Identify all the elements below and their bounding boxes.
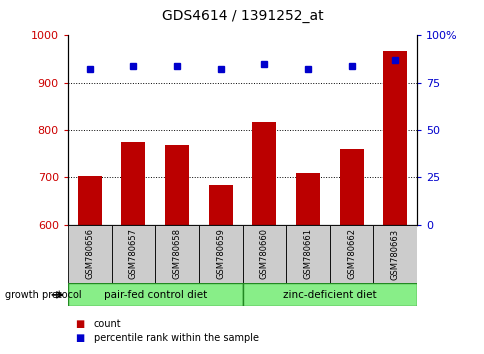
Text: zinc-deficient diet: zinc-deficient diet (282, 290, 376, 300)
Text: GDS4614 / 1391252_at: GDS4614 / 1391252_at (161, 9, 323, 23)
Text: growth protocol: growth protocol (5, 290, 81, 300)
Text: ■: ■ (75, 333, 84, 343)
Bar (77, 176, 102, 225)
Text: percentile rank within the sample: percentile rank within the sample (93, 333, 258, 343)
Text: GSM780663: GSM780663 (390, 228, 399, 280)
Text: pair-fed control diet: pair-fed control diet (104, 290, 206, 300)
Text: GSM780660: GSM780660 (259, 228, 268, 280)
Bar (68, 225, 111, 283)
Bar (165, 145, 189, 225)
Bar (329, 225, 373, 283)
Text: GSM780656: GSM780656 (85, 228, 94, 280)
Text: GSM780659: GSM780659 (216, 229, 225, 279)
Bar (242, 283, 416, 306)
Bar (295, 173, 319, 225)
Bar (208, 185, 232, 225)
Bar (373, 225, 416, 283)
Bar (382, 51, 407, 225)
Text: GSM780661: GSM780661 (303, 228, 312, 280)
Bar (339, 149, 363, 225)
Text: count: count (93, 319, 121, 329)
Text: GSM780657: GSM780657 (129, 228, 137, 280)
Bar (68, 283, 242, 306)
Bar (121, 142, 145, 225)
Bar (286, 225, 329, 283)
Bar (242, 225, 286, 283)
Bar (198, 225, 242, 283)
Text: GSM780658: GSM780658 (172, 228, 181, 280)
Bar (252, 121, 276, 225)
Bar (155, 225, 198, 283)
Bar (111, 225, 155, 283)
Text: ■: ■ (75, 319, 84, 329)
Text: GSM780662: GSM780662 (347, 228, 355, 280)
